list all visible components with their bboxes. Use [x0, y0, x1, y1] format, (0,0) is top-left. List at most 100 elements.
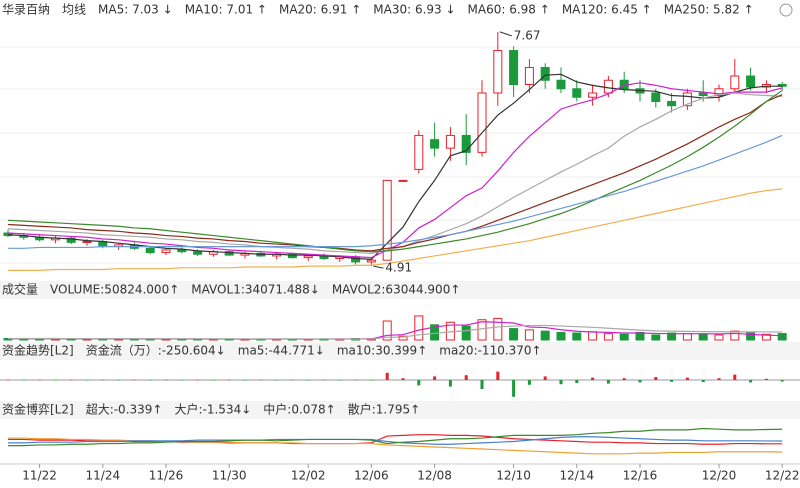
volume-bar — [414, 315, 424, 341]
flow-bar — [85, 380, 89, 381]
candle-body — [303, 255, 313, 259]
flow-bar — [417, 380, 421, 386]
flow-bar — [480, 380, 484, 389]
legend-entry: MA5: 7.03 ↓ — [98, 3, 173, 17]
flow-bar — [211, 380, 215, 381]
volume-bar — [430, 324, 440, 341]
candle-body — [145, 247, 155, 254]
volume-bar — [382, 320, 392, 341]
high-pointer — [499, 31, 512, 37]
ma-line — [8, 188, 783, 271]
x-tick-label: 12/08 — [417, 469, 452, 483]
candle-body — [603, 79, 613, 94]
volume-bar — [651, 334, 661, 341]
flow-bar — [606, 380, 610, 384]
flow-bar — [780, 380, 784, 382]
volume-bar — [524, 329, 534, 341]
volume-bar — [682, 333, 692, 341]
legend-entry: 中户:0.078↑ — [263, 402, 335, 417]
volume-bar — [777, 333, 787, 341]
flow-bar — [496, 371, 500, 380]
candle-body — [66, 237, 76, 243]
volume-bar — [572, 332, 582, 341]
settings-icon[interactable] — [779, 3, 793, 17]
candle-body — [224, 251, 234, 256]
flow-bar — [6, 379, 10, 381]
candle-body — [556, 79, 566, 90]
grid — [0, 46, 800, 264]
volume-bar — [493, 317, 503, 341]
candle-body — [540, 67, 550, 81]
legend-entry: 大户:-1.534↓ — [174, 402, 251, 417]
flow-bar — [132, 379, 136, 381]
flow-bar — [591, 377, 595, 380]
flow-bar — [559, 380, 563, 385]
flow-bar — [733, 374, 737, 380]
legend-entry: MAVOL2:63044.900↑ — [332, 283, 461, 297]
flow-bar — [243, 380, 247, 381]
legend-entry: MA60: 6.98 ↑ — [468, 3, 550, 17]
flow-bar — [638, 380, 642, 383]
volume-bar — [398, 335, 408, 341]
ma-line — [7, 89, 783, 253]
candle-body — [461, 134, 471, 153]
candle-body — [287, 253, 297, 259]
game-header — [0, 401, 800, 419]
flow-bar — [196, 379, 200, 381]
flow-bar — [543, 376, 547, 380]
candle-body — [177, 249, 187, 253]
legend-entry: 资金流（万）:-250.604↓ — [86, 343, 226, 358]
volume-bar — [477, 319, 487, 341]
flow-bar — [401, 378, 405, 380]
candle-body — [667, 100, 677, 107]
flow-bar — [354, 379, 358, 381]
candle-body — [730, 75, 740, 90]
flow-bar — [433, 376, 437, 380]
flow-bar — [717, 378, 721, 380]
volume-bar — [667, 332, 677, 341]
flow-bar — [69, 379, 73, 381]
candle-body — [714, 88, 724, 97]
candle-body — [430, 139, 440, 149]
candle-body — [698, 92, 708, 97]
x-tick-label: 12/16 — [623, 469, 658, 483]
ma-line — [7, 73, 783, 260]
volume-bar — [588, 331, 598, 341]
candle-body — [161, 249, 171, 254]
volume-bar — [509, 328, 519, 341]
flow-bar — [275, 380, 279, 381]
panel-title: 华录百纳 — [2, 3, 50, 17]
volume-bar — [619, 333, 629, 341]
legend-entry: MA20: 6.91 ↑ — [279, 3, 361, 17]
flow-bar — [527, 380, 531, 385]
flow-bar — [259, 379, 263, 381]
candle-body — [366, 259, 376, 263]
flow-bar — [322, 379, 326, 381]
flow-bar — [448, 380, 452, 387]
mavol-line — [8, 324, 783, 340]
low-pointer — [373, 265, 384, 269]
candle-body — [588, 92, 598, 98]
legend-entry: MAVOL1:34071.488↓ — [191, 283, 320, 297]
ma-line — [7, 92, 783, 254]
volume-bar — [556, 331, 566, 341]
flow-bar — [101, 379, 105, 381]
volume-bar — [746, 331, 756, 341]
candle-body — [651, 92, 661, 102]
indicator-label: ma20:-110.370↑ — [439, 344, 541, 358]
candle-body — [682, 92, 692, 107]
legend-entry: MA120: 6.45 ↑ — [562, 3, 652, 17]
candle-body — [382, 179, 392, 261]
candle-body — [82, 241, 92, 244]
game-line — [8, 427, 783, 447]
panel-title: 成交量 — [2, 282, 38, 297]
game-line — [8, 434, 783, 445]
candle-body — [493, 50, 503, 94]
candle-body — [414, 134, 424, 170]
candle-body — [524, 67, 534, 85]
x-tick-label: 12/10 — [496, 469, 531, 483]
game-line — [8, 436, 783, 445]
panel-title: 资金博弈[L2] — [2, 402, 74, 417]
flow-bar — [385, 372, 389, 380]
